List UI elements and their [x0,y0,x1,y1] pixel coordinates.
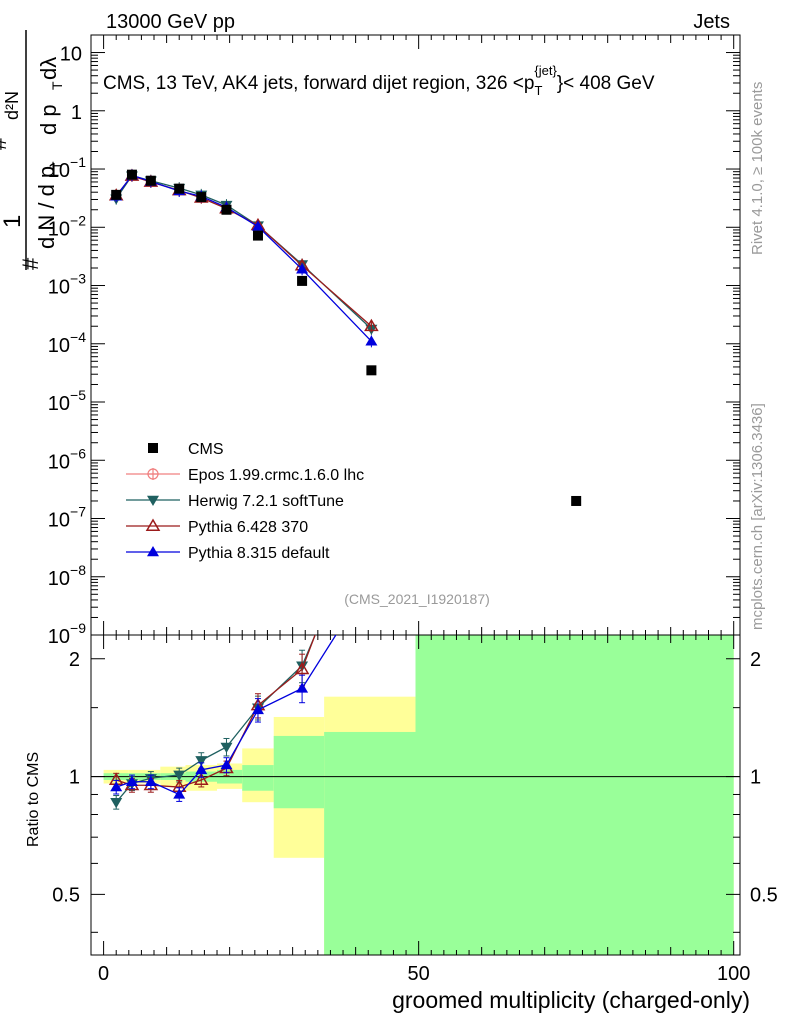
inner-band-8 [415,635,734,955]
legend-label-2: Herwig 7.2.1 softTune [188,493,344,510]
y-tick-label-0: 10−9 [48,620,86,648]
mcplots-label: mcplots.cern.ch [arXiv:1306.3436] [749,403,766,630]
ratio-point-3-4 [195,763,208,775]
cms-data-point-8 [366,365,377,376]
cms-data-point-2 [145,175,156,186]
cms-data-point-1 [126,169,137,180]
x-tick-label-0: 0 [98,963,109,985]
ratio-series-layer [108,635,337,810]
rivet-version-label: Rivet 4.1.0, ≥ 100k events [749,82,766,255]
legend-marker-0 [148,443,158,453]
legend-marker-2 [147,495,159,506]
y-tick-exponent-4: −5 [70,387,86,403]
ratio-point-3-6 [251,703,264,715]
y-axis-label-main: # d N / d p T 1 # d p T d²N dλ [0,30,65,270]
series-line-1 [115,174,372,330]
ratio-tick-label-left-1: 1 [69,767,80,789]
energy-label: 13000 GeV pp [106,11,235,33]
series-point-3-6 [251,220,264,231]
series-line-3 [115,174,372,342]
y-tick-exponent-5: −4 [70,329,86,345]
inner-band-7 [324,731,416,955]
legend-label-1: Epos 1.99.crmc.1.6.0 lhc [188,467,364,484]
cms-data-point-0 [111,189,122,200]
y-tick-exponent-0: −9 [70,620,86,636]
inner-band-6 [273,735,325,809]
ylabel-d2n: d²N [2,91,22,120]
legend-label-0: CMS [188,441,224,458]
y-tick-exponent-1: −8 [70,562,86,578]
ratio-point-3-2 [144,775,157,786]
ylabel-one: 1 [0,215,26,228]
ratio-point-3-1 [125,775,138,786]
ratio-point-1-5 [220,742,233,753]
ratio-point-1-4 [195,756,208,767]
ylabel-dp: d p [36,104,61,135]
ylabel-hash-1: # [18,257,43,270]
legend-label-3: Pythia 6.428 370 [188,519,308,536]
ratio-point-3-5 [220,759,233,770]
y-tick-exponent-6: −3 [70,271,86,287]
analysis-watermark: (CMS_2021_I1920187) [344,591,490,607]
legend-marker-1 [147,468,159,480]
ratio-point-3-3 [173,788,186,799]
ylabel-dp-sub: T [49,81,65,90]
y-tick-label-3: 10−6 [48,445,86,473]
y-tick-exponent-7: −2 [70,212,86,228]
ylabel-denominator-sub: T [49,161,65,170]
cms-data-point-9 [571,495,582,506]
ratio-plot-frame [90,634,741,956]
legend-label-4: Pythia 8.315 default [188,545,330,562]
y-tick-label-5: 10−4 [48,329,86,357]
ratio-series-group [108,635,337,810]
ratio-y-axis: 0.5 0.5 1 1 2 2 [52,649,778,933]
y-axis-label-ratio: Ratio to CMS [25,752,42,847]
series-point-3-8 [365,335,378,346]
y-tick-label-10: 10 [60,44,82,66]
y-tick-label-6: 10−3 [48,271,86,299]
ratio-point-2-4 [193,772,209,785]
ylabel-dlambda: dλ [36,57,61,80]
cms-data-point-5 [221,204,232,215]
ratio-point-2-7 [294,661,310,675]
cms-data-point-3 [174,183,185,194]
category-label: Jets [693,11,730,33]
series-point-3-7 [296,263,309,274]
ratio-point-1-0 [110,798,123,809]
inner-band-5 [242,765,274,791]
cms-data-point-4 [196,192,207,203]
series-point-2-8 [364,318,379,332]
y-tick-label-9: 1 [71,102,82,124]
legend-marker-3 [145,518,161,531]
legend: CMS Epos 1.99.crmc.1.6.0 lhc Herwig 7.2.1 … [126,441,364,562]
ratio-point-1-3 [173,770,186,781]
x-tick-label-1: 50 [408,963,430,985]
y-tick-label-2: 10−7 [48,504,86,532]
ratio-tick-label-left-2: 2 [69,649,80,671]
y-tick-exponent-2: −7 [70,504,86,520]
ratio-point-3-0 [110,781,123,792]
legend-marker-4 [147,546,159,557]
uncertainty-bands [103,635,734,955]
x-axis-label: groomed multiplicity (charged-only) [392,987,750,1013]
cms-data-point-7 [297,275,308,286]
ratio-point-3-7 [296,682,309,693]
chart-title: CMS, 13 TeV, AK4 jets, forward dijet reg… [103,63,655,98]
y-tick-label-4: 10−5 [48,387,86,415]
y-tick-label-1: 10−8 [48,562,86,590]
y-tick-exponent-3: −6 [70,445,86,461]
ratio-tick-label-right-2: 2 [750,649,761,671]
ratio-tick-label-right-0: 0.5 [750,884,778,906]
y-tick-exponent-8: −1 [70,154,86,170]
x-tick-label-2: 100 [717,963,750,985]
ratio-tick-label-left-0: 0.5 [52,884,80,906]
ratio-tick-label-right-1: 1 [750,767,761,789]
series-line-2 [115,175,372,327]
x-axis: 0 50 100 [98,35,750,985]
ylabel-hash-2: # [0,137,11,150]
ylabel-denominator: d N / d p [34,166,59,249]
main-series-layer [108,168,582,506]
cms-data-point-6 [252,230,263,241]
